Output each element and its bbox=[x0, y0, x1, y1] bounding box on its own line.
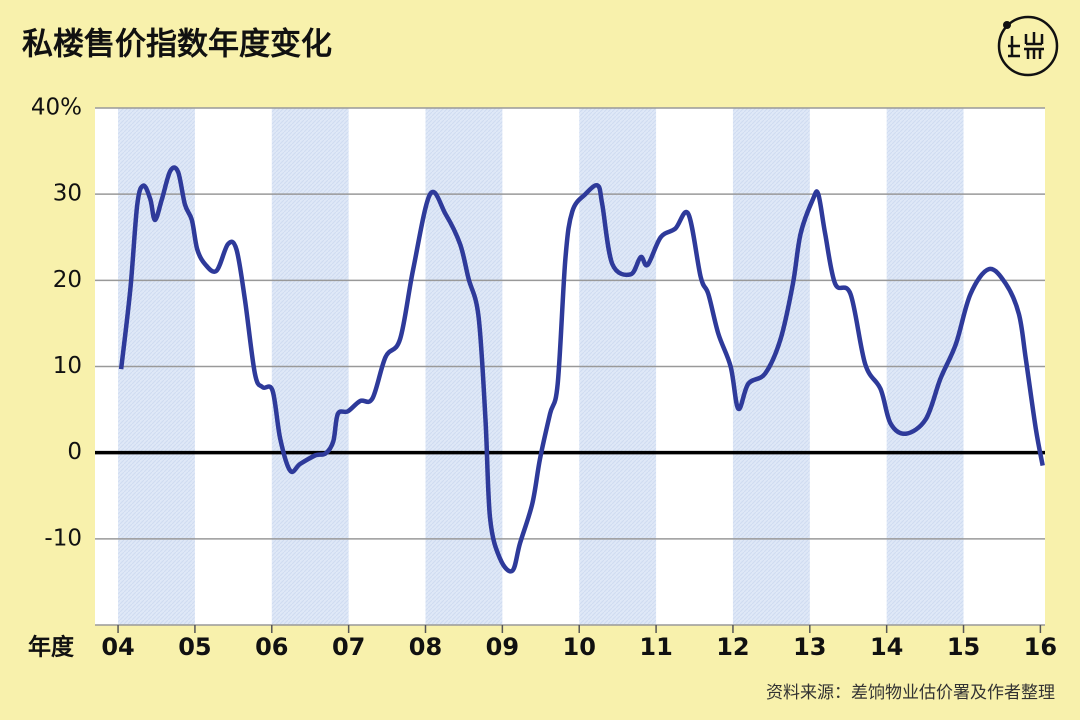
x-tick-label: 15 bbox=[947, 633, 980, 661]
x-tick-label: 14 bbox=[870, 633, 903, 661]
x-tick-label: 04 bbox=[101, 633, 134, 661]
x-tick-label: 12 bbox=[716, 633, 749, 661]
x-tick-label: 08 bbox=[409, 633, 442, 661]
y-tick-label: 30 bbox=[53, 181, 82, 207]
data-line bbox=[118, 165, 1045, 574]
x-tick-label: 10 bbox=[563, 633, 596, 661]
x-tick-label: 16 bbox=[1024, 633, 1057, 661]
x-tick-label: 13 bbox=[793, 633, 826, 661]
y-tick-label: 10 bbox=[53, 353, 82, 379]
source-note: 资料来源：差饷物业估价署及作者整理 bbox=[766, 683, 1055, 703]
x-tick-label: 09 bbox=[486, 633, 519, 661]
y-tick-label: 40% bbox=[31, 95, 82, 121]
y-tick-label: 20 bbox=[53, 267, 82, 293]
y-tick-label: -10 bbox=[44, 525, 82, 551]
x-tick-label: 11 bbox=[639, 633, 672, 661]
y-tick-label: 0 bbox=[67, 439, 82, 465]
logo bbox=[997, 15, 1059, 77]
x-tick-label: 06 bbox=[255, 633, 288, 661]
chart-title: 私楼售价指数年度变化 bbox=[22, 27, 332, 63]
x-tick-label: 05 bbox=[178, 633, 211, 661]
x-tick-label: 07 bbox=[332, 633, 365, 661]
x-axis-label: 年度 bbox=[28, 634, 75, 661]
